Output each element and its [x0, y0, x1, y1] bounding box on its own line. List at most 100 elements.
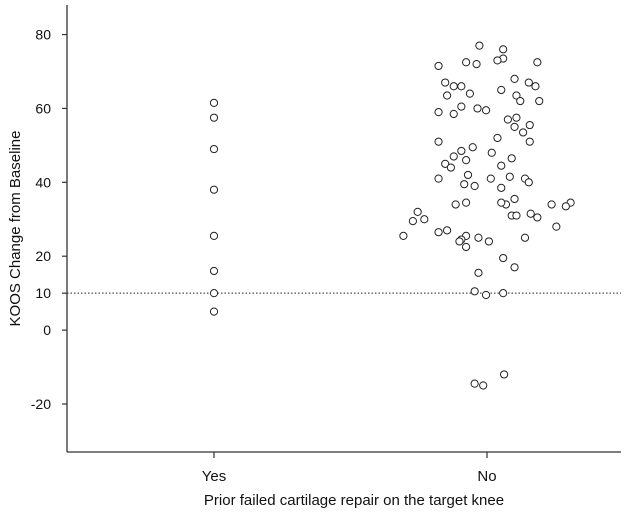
- data-point: [487, 148, 496, 157]
- data-point: [460, 180, 469, 189]
- data-point: [209, 289, 219, 298]
- data-point: [472, 60, 481, 69]
- data-point: [473, 104, 482, 113]
- data-point: [520, 233, 530, 242]
- data-point: [449, 82, 458, 91]
- data-point: [434, 174, 443, 183]
- data-point: [451, 200, 460, 209]
- data-point: [474, 233, 483, 242]
- data-point: [441, 78, 450, 87]
- data-point: [526, 209, 535, 218]
- data-point: [420, 215, 429, 224]
- x-tick-label: Yes: [202, 468, 226, 485]
- data-point: [519, 128, 528, 137]
- data-point: [457, 146, 466, 156]
- data-point: [463, 170, 473, 180]
- y-ticks: 80 60 40 20 10 0 -20: [31, 27, 67, 412]
- data-point: [479, 381, 488, 390]
- data-point: [524, 78, 533, 87]
- data-point: [512, 113, 521, 122]
- y-tick-label: 10: [35, 285, 51, 301]
- data-point: [434, 108, 443, 117]
- y-tick-label: 40: [35, 174, 51, 190]
- data-point: [535, 96, 544, 106]
- data-point: [449, 152, 458, 161]
- data-point: [209, 98, 219, 107]
- data-point: [486, 174, 495, 183]
- data-point: [209, 144, 219, 154]
- data-point: [510, 122, 519, 132]
- data-points: [209, 41, 575, 390]
- data-point: [552, 222, 561, 231]
- data-point: [462, 156, 471, 165]
- data-point: [484, 237, 493, 246]
- data-point: [499, 45, 508, 54]
- data-point: [470, 287, 479, 296]
- data-point: [441, 159, 450, 168]
- data-point: [500, 370, 509, 379]
- data-point: [497, 183, 506, 192]
- data-point: [561, 202, 570, 211]
- data-point: [475, 41, 484, 50]
- data-point: [481, 106, 491, 115]
- data-point: [507, 154, 516, 163]
- data-point: [470, 379, 479, 388]
- data-point: [510, 74, 519, 83]
- data-point: [499, 253, 508, 263]
- data-point: [434, 137, 443, 146]
- data-point: [470, 181, 479, 191]
- data-point: [465, 89, 474, 98]
- data-point: [524, 178, 533, 187]
- y-tick-label: 60: [35, 100, 51, 116]
- y-axis-title: KOOS Change from Baseline: [7, 131, 24, 327]
- axes: [66, 5, 621, 453]
- data-point: [533, 213, 542, 222]
- y-tick-label: -20: [31, 396, 51, 412]
- data-point: [493, 56, 502, 65]
- data-point: [547, 200, 556, 209]
- data-point: [481, 290, 491, 300]
- data-point: [533, 58, 542, 67]
- data-point: [209, 231, 219, 240]
- data-point: [512, 211, 521, 220]
- data-point: [462, 198, 471, 207]
- data-point: [510, 263, 519, 272]
- data-point: [443, 226, 452, 235]
- data-point: [434, 61, 443, 71]
- data-point: [443, 91, 452, 100]
- data-point: [209, 307, 219, 316]
- data-point: [499, 289, 508, 298]
- data-point: [468, 143, 477, 152]
- data-point: [449, 109, 458, 119]
- y-tick-label: 20: [35, 248, 51, 264]
- data-point: [525, 137, 534, 146]
- data-point: [493, 133, 502, 143]
- y-tick-label: 0: [43, 322, 51, 338]
- data-point: [497, 198, 506, 207]
- x-axis-title: Prior failed cartilage repair on the tar…: [204, 492, 504, 509]
- data-point: [209, 266, 219, 276]
- data-point: [457, 82, 466, 91]
- data-point: [474, 268, 483, 277]
- data-point: [408, 217, 417, 226]
- data-point: [510, 194, 519, 204]
- data-point: [531, 82, 540, 91]
- data-point: [497, 161, 506, 170]
- data-point: [399, 231, 408, 240]
- x-tick-label: No: [477, 468, 496, 485]
- y-tick-label: 80: [35, 27, 51, 43]
- data-point: [497, 85, 506, 95]
- data-point: [413, 207, 422, 216]
- data-point: [462, 242, 471, 252]
- data-point: [525, 120, 534, 130]
- data-point: [209, 113, 219, 122]
- data-point: [512, 91, 521, 100]
- data-point: [457, 102, 466, 111]
- data-point: [505, 172, 514, 181]
- data-point: [209, 185, 219, 194]
- x-ticks: Yes No: [202, 452, 497, 485]
- data-point: [434, 228, 443, 237]
- data-point: [446, 163, 455, 172]
- data-point: [516, 96, 525, 106]
